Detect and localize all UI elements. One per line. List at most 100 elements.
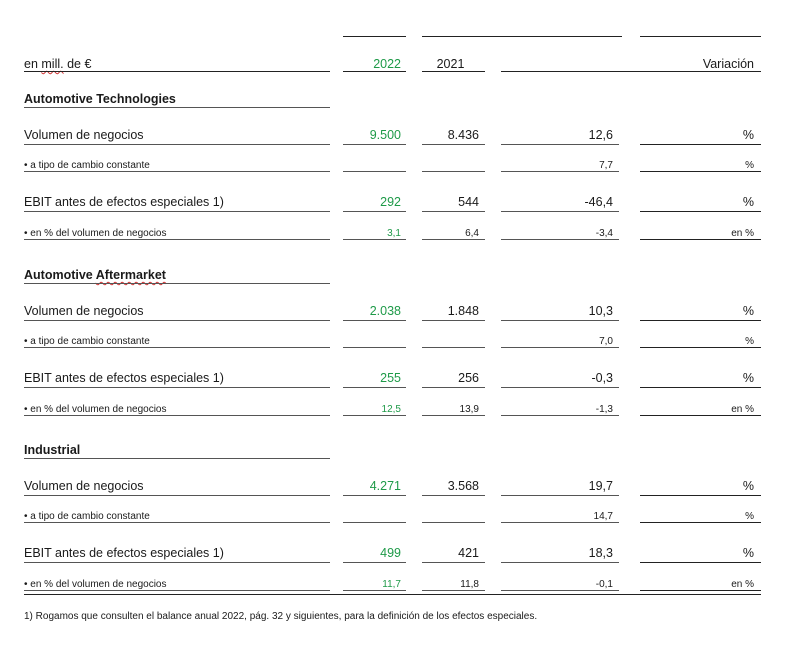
section-title-rule [24,283,330,284]
row-rule-prior [422,590,485,591]
row-rule-unit [640,387,761,388]
row-rule-unit [640,211,761,212]
value-2022: 9.500 [369,128,401,142]
row-rule-unit [640,522,761,523]
value-unit: % [742,304,754,318]
row-rule-current [343,562,406,563]
row-rule-prior [422,347,485,348]
section-title: Automotive Aftermarket [24,268,166,282]
value-unit: % [742,371,754,385]
value-change: -1,3 [595,404,613,415]
row-label: • a tipo de cambio constante [24,511,150,522]
row-rule-change [501,387,619,388]
row-rule-label [24,562,330,563]
value-unit: % [745,511,754,522]
row-rule-change [501,495,619,496]
section-title: Industrial [24,443,80,457]
row-rule-unit [640,562,761,563]
header-year-prior: 2021 [436,57,465,71]
section-title-text-underlined: Aftermarket [95,268,166,282]
value-2021: 3.568 [447,479,479,493]
section-title: Automotive Technologies [24,92,176,106]
header-year-current: 2022 [373,57,401,71]
row-label: EBIT antes de efectos especiales 1) [24,546,224,560]
row-rule-unit [640,495,761,496]
value-change: -46,4 [584,195,614,209]
value-unit: en % [731,579,754,590]
row-rule-prior [422,239,485,240]
value-change: -0,3 [591,371,613,385]
value-2021: 256 [458,371,479,385]
row-rule-change [501,415,619,416]
row-rule-change [501,590,619,591]
value-2021: 6,4 [465,228,479,239]
row-rule-current [343,522,406,523]
row-rule-label [24,495,330,496]
row-rule-prior [422,320,485,321]
row-rule-prior [422,522,485,523]
row-rule-label [24,144,330,145]
row-rule-unit [640,320,761,321]
row-rule-current [343,320,406,321]
header-rule-current [343,71,406,72]
value-unit: % [742,546,754,560]
value-unit: % [742,479,754,493]
row-rule-current [343,211,406,212]
value-2022: 11,7 [382,579,401,590]
footnote: 1) Rogamos que consulten el balance anua… [24,611,538,622]
header-rule-prior [422,71,485,72]
row-rule-change [501,144,619,145]
top-rule-change [640,36,761,37]
row-rule-label [24,211,330,212]
header-rule-change [501,71,761,72]
row-rule-prior [422,144,485,145]
value-2022: 4.271 [369,479,401,493]
value-unit: % [742,195,754,209]
row-label: EBIT antes de efectos especiales 1) [24,371,224,385]
value-change: 7,7 [599,160,613,171]
value-2021: 544 [458,195,479,209]
row-rule-change [501,239,619,240]
row-rule-label [24,387,330,388]
row-label: Volumen de negocios [24,128,144,142]
row-rule-prior [422,562,485,563]
top-rule-prior [422,36,622,37]
row-rule-current [343,387,406,388]
section-title-text: Industrial [24,443,81,457]
row-rule-change [501,320,619,321]
row-rule-unit [640,171,761,172]
row-rule-current [343,415,406,416]
row-label: • en % del volumen de negocios [24,404,167,415]
row-label: • a tipo de cambio constante [24,336,150,347]
row-label: • en % del volumen de negocios [24,228,167,239]
value-change: 12,6 [588,128,613,142]
row-rule-current [343,144,406,145]
row-rule-unit [640,347,761,348]
row-rule-unit [640,239,761,240]
section-title-text: Automotive [24,268,96,282]
value-change: 19,7 [588,479,613,493]
value-unit: en % [731,404,754,415]
row-rule-current [343,347,406,348]
value-unit: % [745,160,754,171]
row-rule-label [24,590,330,591]
row-rule-label [24,320,330,321]
value-2022: 3,1 [387,228,401,239]
value-change: 18,3 [588,546,613,560]
value-unit: % [745,336,754,347]
row-rule-change [501,211,619,212]
value-2021: 421 [458,546,479,560]
row-rule-label [24,239,330,240]
row-rule-current [343,495,406,496]
row-rule-prior [422,171,485,172]
row-rule-unit [640,415,761,416]
value-change: 10,3 [588,304,613,318]
value-2022: 2.038 [369,304,401,318]
row-rule-prior [422,387,485,388]
section-title-rule [24,107,330,108]
row-label: EBIT antes de efectos especiales 1) [24,195,224,209]
row-label: • en % del volumen de negocios [24,579,167,590]
value-2021: 11,8 [460,579,479,590]
value-change: 7,0 [599,336,613,347]
value-2022: 12,5 [381,404,401,415]
